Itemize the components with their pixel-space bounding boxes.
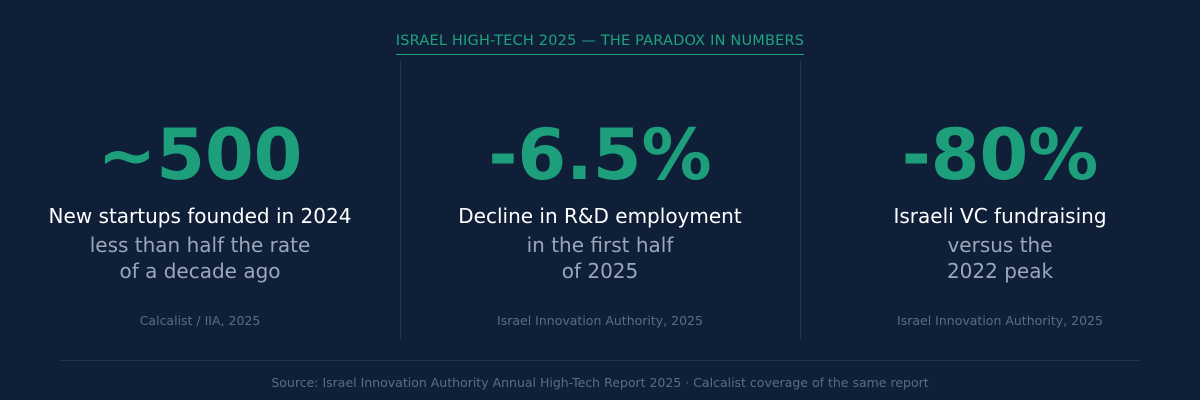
stat-description-line: of a decade ago (119, 259, 281, 283)
stat-description: in the first half of 2025 (400, 232, 800, 284)
stat-value: -80% (901, 114, 1099, 196)
stat-panel-vc-fundraising: -80% Israeli VC fundraising versus the 2… (800, 0, 1200, 360)
stat-description-line: in the first half (526, 233, 674, 257)
stat-source: Israel Innovation Authority, 2025 (897, 313, 1103, 328)
stat-description-line: less than half the rate (89, 233, 311, 257)
stat-source: Israel Innovation Authority, 2025 (497, 313, 703, 328)
stat-value: -6.5% (488, 114, 712, 196)
footer-source: Source: Israel Innovation Authority Annu… (271, 375, 929, 390)
stat-value: ~500 (97, 114, 303, 196)
stat-description: less than half the rate of a decade ago (0, 232, 400, 284)
stat-description: versus the 2022 peak (800, 232, 1200, 284)
stat-description-line: 2022 peak (946, 259, 1054, 283)
header: ISRAEL HIGH-TECH 2025 — THE PARADOX IN N… (0, 30, 1200, 55)
stat-panel-startups: ~500 New startups founded in 2024 less t… (0, 0, 400, 360)
page-title: ISRAEL HIGH-TECH 2025 — THE PARADOX IN N… (395, 33, 805, 55)
column-divider (400, 60, 401, 340)
stat-description-line: versus the (947, 233, 1053, 257)
stat-label: New startups founded in 2024 (48, 204, 352, 228)
footer-divider (60, 360, 1140, 361)
stat-label: Decline in R&D employment (458, 204, 742, 228)
column-divider (800, 60, 801, 340)
stat-label: Israeli VC fundraising (893, 204, 1107, 228)
stat-panel-rd-employment: -6.5% Decline in R&D employment in the f… (400, 0, 800, 360)
stat-source: Calcalist / IIA, 2025 (139, 313, 261, 328)
stat-description-line: of 2025 (561, 259, 639, 283)
